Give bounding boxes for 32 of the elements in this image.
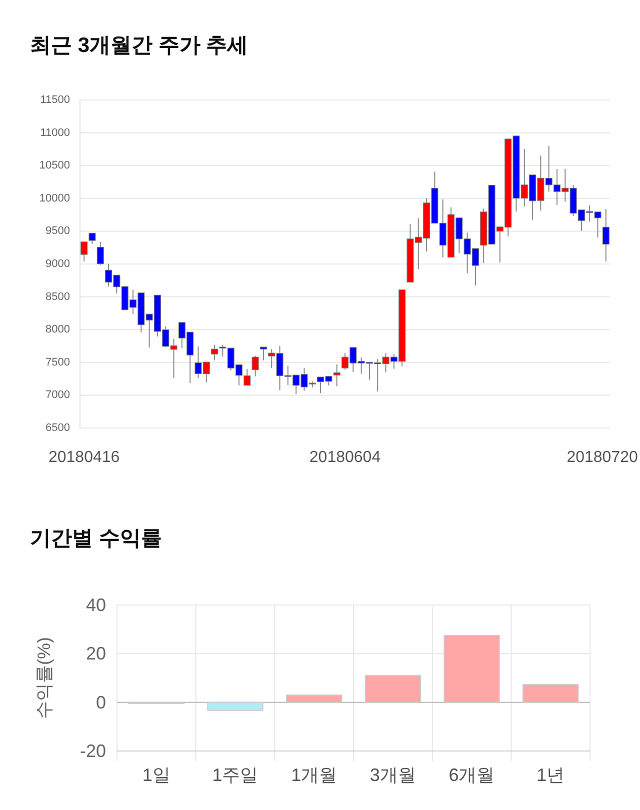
x-tick-label: 20180416: [48, 449, 120, 466]
chart-title: 기간별 수익률: [30, 527, 162, 550]
y-tick-label: 11000: [40, 126, 70, 139]
bar: [444, 634, 500, 703]
bar: [364, 675, 422, 703]
x-tick-label: 20180604: [309, 449, 381, 466]
x-tick-label: 1주일: [212, 765, 258, 785]
y-tick-label: 10500: [39, 160, 70, 172]
x-tick-label: 1개월: [291, 765, 338, 785]
y-tick-label: 7000: [46, 389, 70, 402]
y-tick-label: 9000: [46, 258, 70, 270]
chart-title: 최근 3개월간 주가 추세: [30, 34, 248, 57]
bar: [207, 702, 264, 711]
y-tick-label: 40: [86, 595, 106, 615]
x-tick-label: 3개월: [370, 765, 416, 785]
y-tick-label: -20: [80, 741, 106, 761]
x-tick-label: 1일: [142, 765, 170, 785]
y-tick-label: 10000: [39, 192, 70, 204]
y-tick-label: 8500: [46, 290, 70, 303]
bar: [522, 684, 579, 703]
y-tick-label: 9500: [46, 225, 70, 238]
x-tick-label: 1년: [536, 765, 565, 785]
x-tick-label: 20180720: [566, 449, 638, 466]
y-axis-title: 수익률(%): [34, 637, 54, 719]
y-tick-label: 11500: [40, 94, 70, 106]
y-tick-label: 6500: [46, 422, 70, 434]
y-tick-label: 20: [86, 644, 106, 664]
y-tick-label: 8000: [46, 324, 70, 336]
y-tick-label: 7500: [46, 356, 70, 368]
y-tick-label: 0: [96, 692, 106, 712]
bar: [286, 694, 342, 703]
x-tick-label: 6개월: [448, 765, 495, 785]
